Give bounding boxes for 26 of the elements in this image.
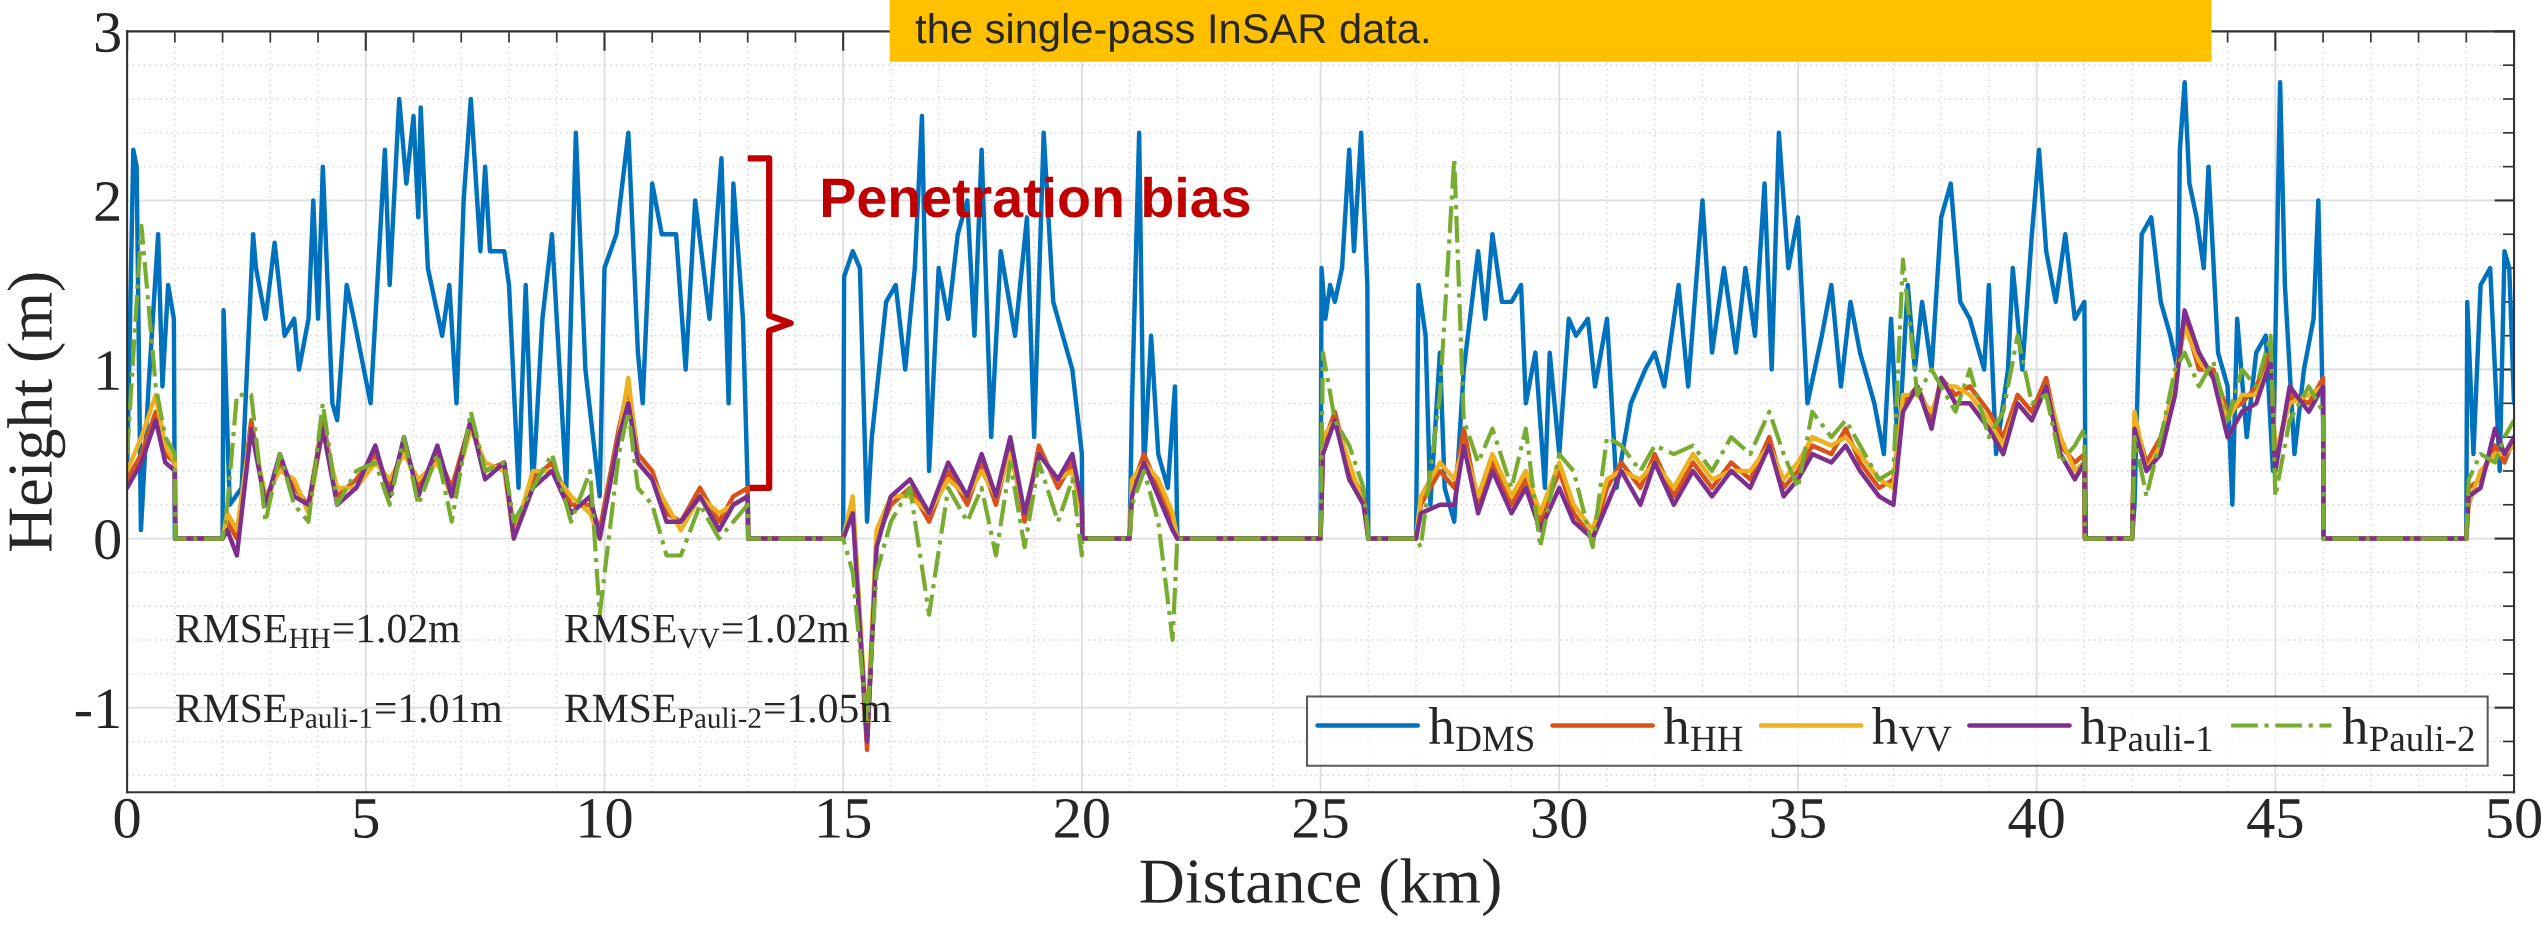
annotation: the single-pass InSAR data. [915, 12, 1428, 52]
y-axis-title: Height (m) [7, 273, 66, 551]
x-tick-label: 5 [354, 799, 379, 839]
x-tick-label: 45 [2247, 799, 2303, 839]
legend-label: h$_{VV}$ [1872, 707, 1952, 752]
annotation: RMSE$_{VV}$=1.02m [565, 614, 849, 649]
y-tick-label: 0 [95, 520, 121, 560]
y-tick-label: 3 [95, 12, 120, 53]
x-axis-title: Distance (km) [1140, 858, 1500, 917]
x-tick-label: 35 [1771, 798, 1825, 839]
x-tick-label: 25 [1293, 798, 1348, 839]
x-tick-label: 50 [2488, 798, 2541, 839]
x-tick-label: 20 [1055, 798, 1109, 839]
annotation: RMSE$_{Pauli-1}$=1.01m [176, 694, 503, 729]
x-tick-label: 40 [2008, 798, 2064, 839]
x-tick-label: 15 [819, 799, 871, 839]
annotation: RMSE$_{HH}$=1.02m [176, 614, 460, 648]
x-tick-label: 30 [1532, 798, 1587, 839]
y-tick-label: 1 [98, 351, 119, 390]
legend-label: h$_{HH}$ [1663, 707, 1743, 751]
y-tick-label: 2 [95, 182, 120, 221]
y-tick-label: -1 [75, 689, 119, 728]
legend-label: h$_{Pauli-1}$ [2080, 707, 2212, 752]
legend-label: h$_{Pauli-2}$ [2342, 707, 2474, 752]
x-tick-label: 10 [580, 798, 632, 839]
legend-label: h$_{DMS}$ [1428, 707, 1533, 752]
